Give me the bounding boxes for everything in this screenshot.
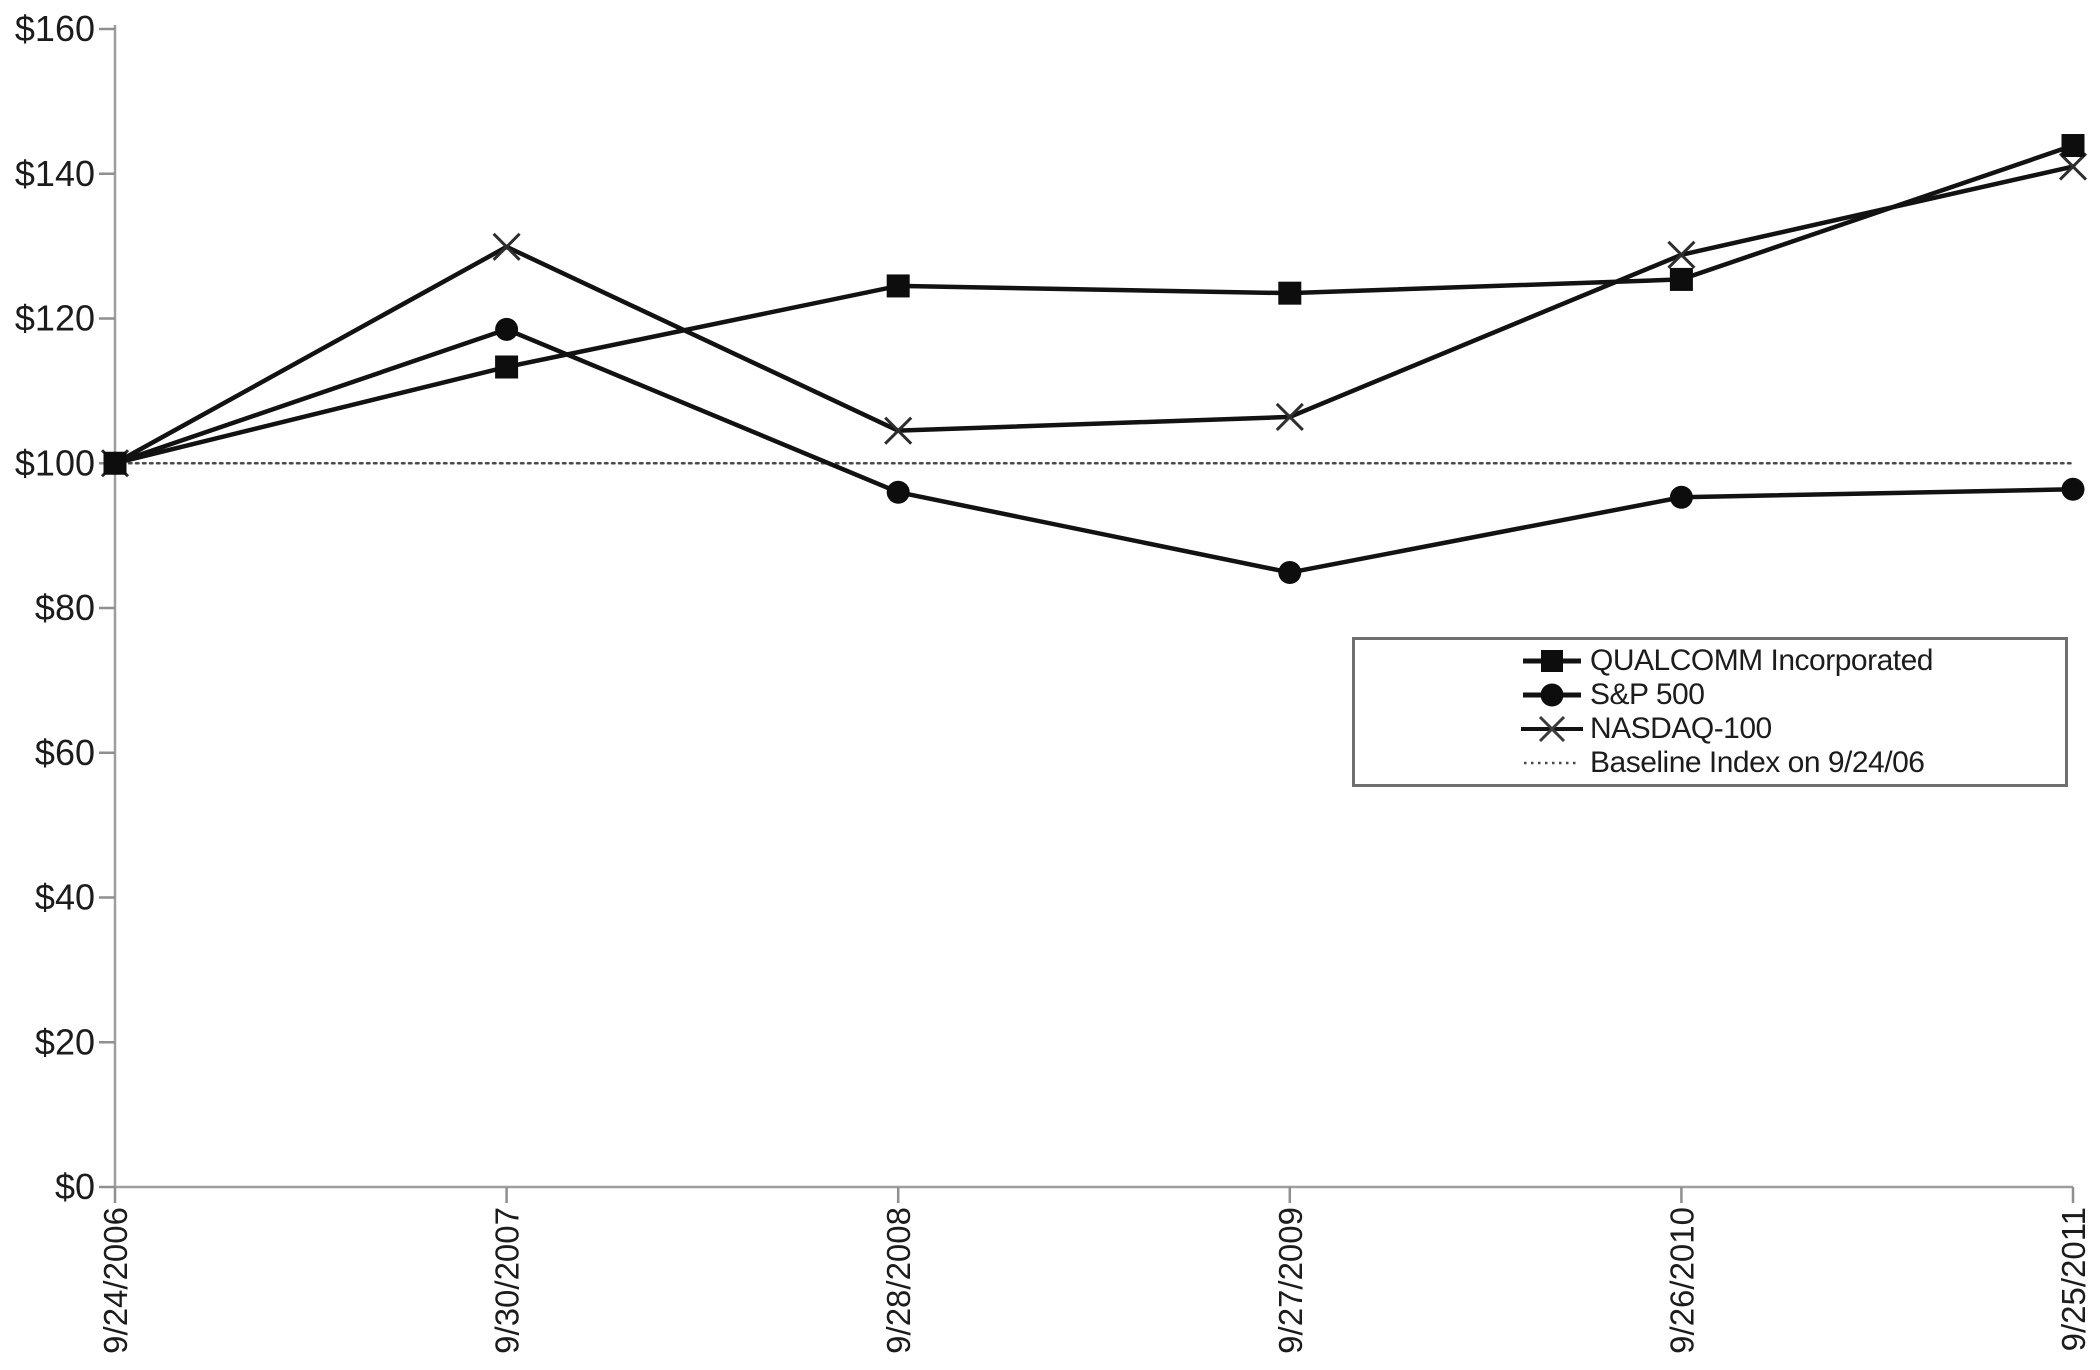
data-point-circle-marker [1278, 561, 1302, 585]
x-axis-tick-label: 9/27/2009 [1272, 1207, 1309, 1354]
data-point-circle-marker [495, 317, 519, 341]
y-axis-tick-label: $100 [15, 442, 95, 483]
x-axis-tick-label: 9/30/2007 [489, 1207, 526, 1354]
data-point-x-marker [2058, 152, 2088, 181]
legend-item-baseline: Baseline Index on 9/24/06 [1521, 746, 2055, 780]
series-line-1 [112, 327, 2076, 575]
legend-label-nasdaq100: NASDAQ-100 [1590, 712, 1772, 745]
x-axis-tick-label: 9/25/2011 [2055, 1207, 2092, 1351]
data-point-circle-marker [1669, 485, 1693, 509]
y-axis-tick-label: $0 [55, 1166, 95, 1207]
square-marker-line-icon [1523, 650, 1581, 672]
y-axis-tick-label: $80 [35, 587, 95, 628]
data-point-square-marker [886, 274, 910, 298]
data-point-circle-marker [886, 480, 910, 504]
data-point-square-marker [1669, 267, 1693, 291]
legend-item-sp500: S&P 500 [1521, 678, 2055, 712]
data-point-square-marker [103, 451, 127, 475]
x-axis-tick-label: 9/26/2010 [1663, 1207, 1700, 1354]
data-point-x-marker [884, 416, 913, 445]
data-point-circle-marker [2061, 477, 2085, 501]
legend-label-sp500: S&P 500 [1590, 678, 1705, 711]
series-line-0 [112, 143, 2076, 466]
data-point-x-marker [1667, 240, 1696, 269]
data-point-x-marker [492, 232, 521, 261]
legend-label-qualcomm: QUALCOMM Incorporated [1590, 644, 1933, 677]
data-point-x-marker [1275, 402, 1304, 431]
x-axis-tick-label: 9/24/2006 [97, 1207, 134, 1354]
y-axis-tick-label: $160 [15, 8, 95, 49]
legend-item-qualcomm: QUALCOMM Incorporated [1521, 644, 2055, 678]
data-point-square-marker [495, 355, 519, 379]
series-line-2 [112, 164, 2076, 466]
y-axis-tick-label: $20 [35, 1021, 95, 1062]
data-point-square-marker [2061, 134, 2085, 158]
y-axis-tick-label: $140 [15, 153, 95, 194]
y-axis-tick-label: $60 [35, 732, 95, 773]
legend-item-nasdaq100: NASDAQ-100 [1521, 712, 2055, 746]
x-marker-line-icon [1521, 715, 1583, 743]
y-axis-tick-label: $120 [15, 298, 95, 339]
legend-box: QUALCOMM Incorporated S&P 500 NASDAQ-100… [1352, 637, 2068, 787]
legend-label-baseline: Baseline Index on 9/24/06 [1590, 746, 1925, 779]
y-axis-tick-label: $40 [35, 877, 95, 918]
x-axis-tick-label: 9/28/2008 [880, 1207, 917, 1354]
data-point-square-marker [1278, 281, 1302, 305]
dotted-line-icon [1524, 761, 1580, 765]
circle-marker-line-icon [1523, 683, 1581, 707]
